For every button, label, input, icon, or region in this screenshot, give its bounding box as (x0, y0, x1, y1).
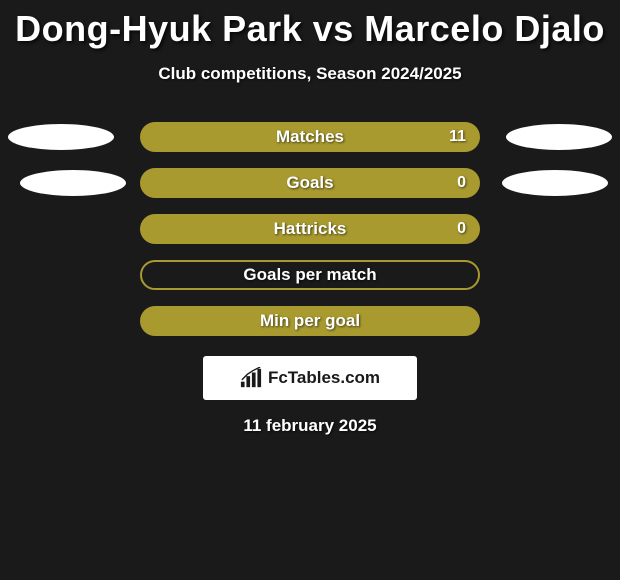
stat-value: 0 (457, 220, 466, 238)
stat-bar: Goals per match (140, 260, 480, 290)
stat-row: Matches 11 (0, 122, 620, 152)
logo-box: FcTables.com (203, 356, 417, 400)
logo-text: FcTables.com (268, 368, 380, 388)
stat-label: Goals per match (243, 265, 376, 285)
stat-bar: Min per goal (140, 306, 480, 336)
player-ellipse-right (502, 170, 608, 196)
stat-row: Hattricks 0 (0, 214, 620, 244)
stat-bar: Matches 11 (140, 122, 480, 152)
bar-chart-icon (240, 367, 262, 389)
stat-row: Goals per match (0, 260, 620, 290)
page-title: Dong-Hyuk Park vs Marcelo Djalo (0, 8, 620, 50)
stat-value: 11 (449, 128, 466, 146)
stat-label: Min per goal (260, 311, 360, 331)
infographic-container: Dong-Hyuk Park vs Marcelo Djalo Club com… (0, 0, 620, 436)
stats-area: Matches 11 Goals 0 Hattricks 0 Goals per match… (0, 122, 620, 336)
stat-row: Min per goal (0, 306, 620, 336)
stat-label: Goals (286, 173, 333, 193)
stat-bar: Hattricks 0 (140, 214, 480, 244)
stat-value: 0 (457, 174, 466, 192)
stat-row: Goals 0 (0, 168, 620, 198)
stat-label: Hattricks (274, 219, 347, 239)
date-label: 11 february 2025 (0, 416, 620, 436)
subtitle: Club competitions, Season 2024/2025 (0, 64, 620, 84)
player-ellipse-left (8, 124, 114, 150)
stat-bar: Goals 0 (140, 168, 480, 198)
player-ellipse-left (20, 170, 126, 196)
stat-label: Matches (276, 127, 344, 147)
player-ellipse-right (506, 124, 612, 150)
